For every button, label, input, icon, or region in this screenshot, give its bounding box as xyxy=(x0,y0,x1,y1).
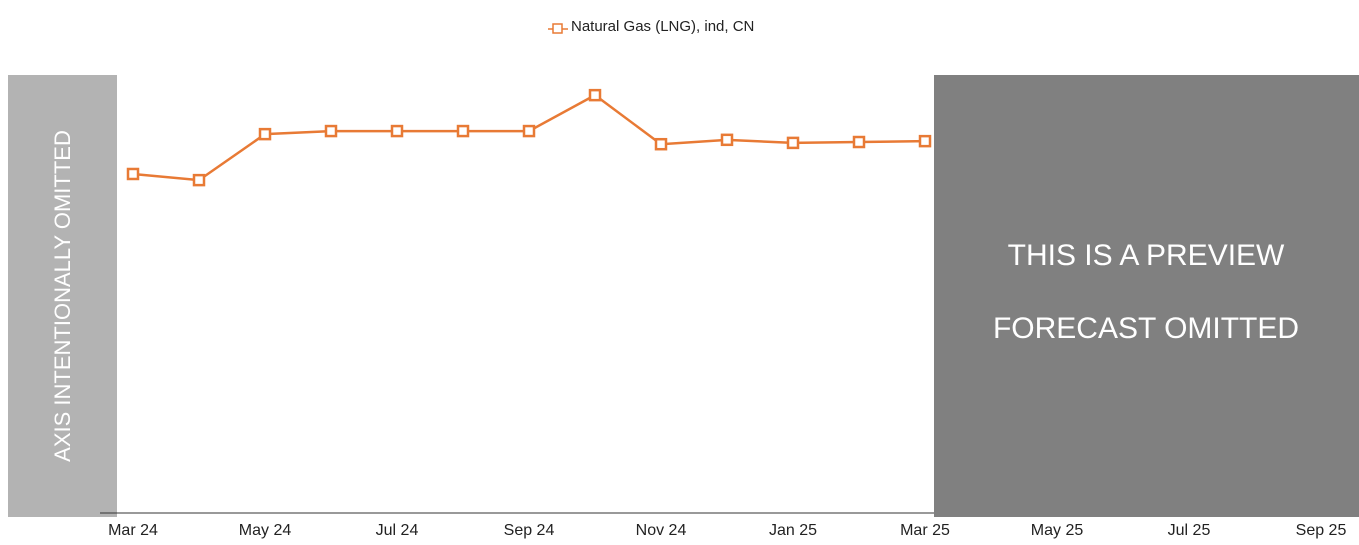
point-marker xyxy=(522,124,536,138)
preview-note: THIS IS A PREVIEW xyxy=(1008,239,1285,272)
preview-note: FORECAST OMITTED xyxy=(993,312,1299,345)
point-marker xyxy=(126,167,140,181)
x-axis: Mar 24 May 24 Jul 24 Sep 24 Nov 24 Jan 25 Mar … xyxy=(108,522,1346,539)
point-marker xyxy=(918,134,932,148)
x-tick-label: Jan 25 xyxy=(769,522,817,539)
point-marker xyxy=(258,127,272,141)
x-tick-label: Mar 24 xyxy=(108,522,158,539)
point-marker xyxy=(192,173,206,187)
x-tick-label: Sep 25 xyxy=(1296,522,1347,539)
x-tick-label: Jul 24 xyxy=(376,522,419,539)
forecast-overlay xyxy=(934,75,1359,517)
axis-note: AXIS INTENTIONALLY OMITTED xyxy=(50,130,75,462)
point-marker xyxy=(324,124,338,138)
plot-area xyxy=(100,88,934,514)
series-line xyxy=(132,93,926,182)
x-tick-label: May 24 xyxy=(239,522,292,539)
axis-overlay xyxy=(8,75,117,517)
legend-label: Natural Gas (LNG), ind, CN xyxy=(571,18,754,35)
x-tick-label: Mar 25 xyxy=(900,522,950,539)
point-marker xyxy=(456,124,470,138)
x-tick-label: May 25 xyxy=(1031,522,1084,539)
legend-marker xyxy=(552,23,563,34)
point-marker xyxy=(588,88,602,102)
point-marker xyxy=(654,137,668,151)
x-tick-label: Nov 24 xyxy=(636,522,687,539)
x-tick-label: Sep 24 xyxy=(504,522,555,539)
point-marker xyxy=(852,135,866,149)
x-tick-label: Jul 25 xyxy=(1168,522,1211,539)
point-marker xyxy=(786,136,800,150)
point-marker xyxy=(720,133,734,147)
point-marker xyxy=(390,124,404,138)
